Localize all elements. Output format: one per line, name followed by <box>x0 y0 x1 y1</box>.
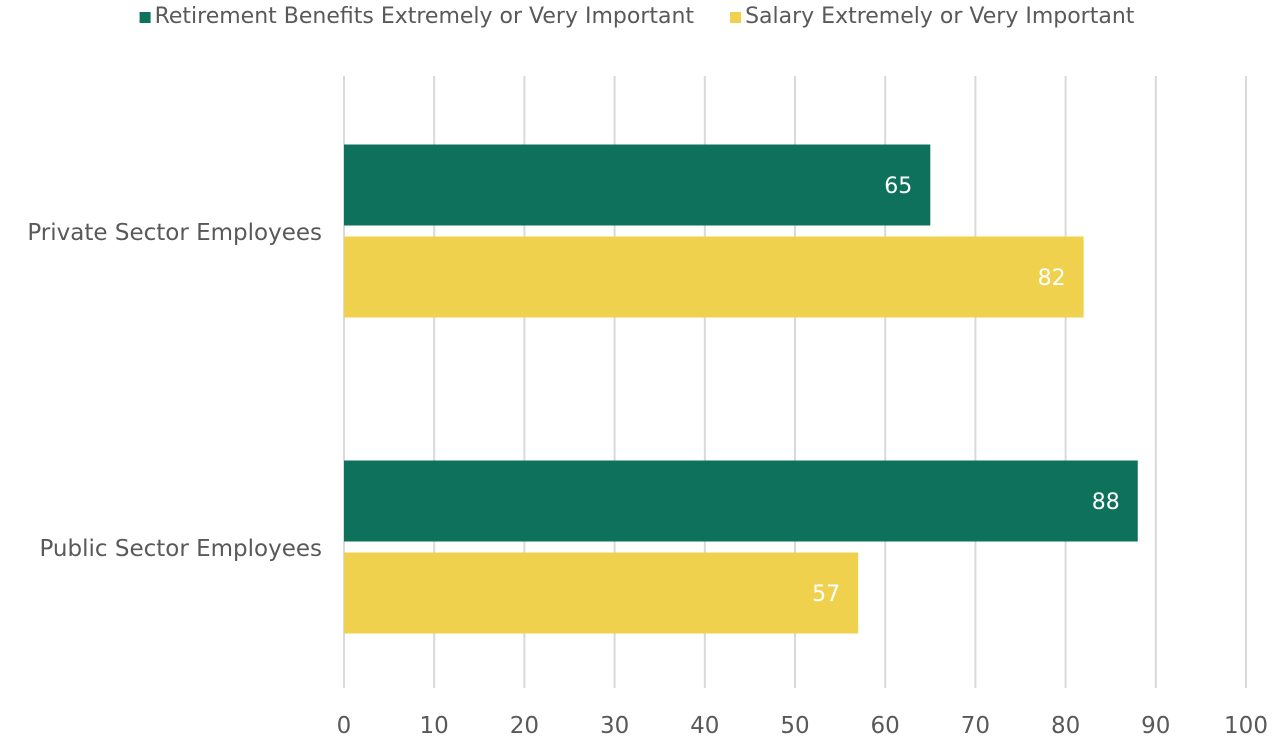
legend-item: Salary Extremely or Very Important <box>730 4 1135 29</box>
x-tick-label: 10 <box>420 713 449 739</box>
legend: Retirement Benefits Extremely or Very Im… <box>139 4 1135 29</box>
x-tick-label: 80 <box>1051 713 1080 739</box>
y-category-label: Private Sector Employees <box>27 220 322 246</box>
x-tick-label: 20 <box>510 713 539 739</box>
bar <box>344 236 1084 318</box>
x-tick-label: 100 <box>1224 713 1268 739</box>
data-label: 57 <box>812 582 840 607</box>
y-category-label: Public Sector Employees <box>39 536 322 562</box>
legend-item: Retirement Benefits Extremely or Very Im… <box>139 4 695 29</box>
x-tick-label: 70 <box>961 713 990 739</box>
y-axis: Private Sector Employees Public Sector Em… <box>27 220 322 562</box>
legend-swatch <box>139 12 151 23</box>
legend-label: Salary Extremely or Very Important <box>745 4 1135 29</box>
x-tick-label: 90 <box>1141 713 1170 739</box>
legend-swatch <box>730 12 742 23</box>
legend-label: Retirement Benefits Extremely or Very Im… <box>155 4 695 29</box>
bars <box>344 144 1138 634</box>
x-axis: 0 10 20 30 40 50 60 70 80 90 100 <box>337 713 1268 739</box>
data-label: 65 <box>884 174 912 199</box>
x-tick-label: 30 <box>600 713 629 739</box>
bar <box>344 460 1138 542</box>
x-tick-label: 40 <box>690 713 719 739</box>
x-tick-label: 0 <box>337 713 352 739</box>
bar <box>344 144 931 226</box>
x-tick-label: 50 <box>780 713 809 739</box>
data-label: 88 <box>1092 490 1120 515</box>
data-labels: 65 82 88 57 <box>812 174 1120 607</box>
x-tick-label: 60 <box>871 713 900 739</box>
data-label: 82 <box>1038 266 1066 291</box>
bar <box>344 552 859 634</box>
